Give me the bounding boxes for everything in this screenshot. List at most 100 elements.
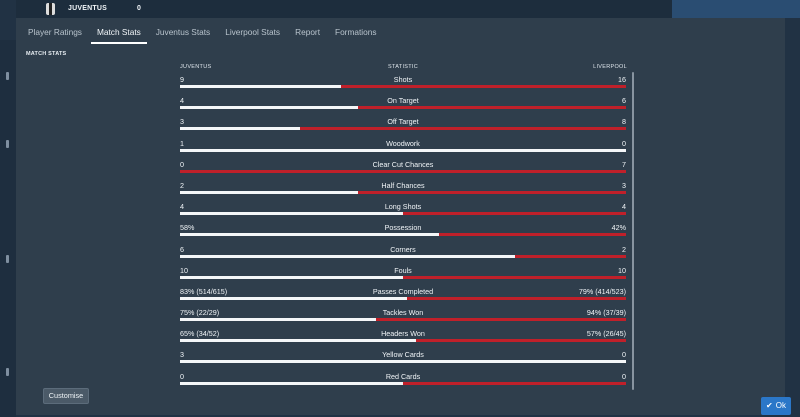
away-value: 8 [622, 117, 626, 127]
home-value: 1 [180, 138, 184, 148]
comparison-bar [180, 127, 626, 131]
stat-row: 4 On Target 6 [179, 94, 627, 115]
away-value: 4 [622, 202, 626, 212]
stat-name: Passes Completed [372, 286, 434, 296]
tab-report[interactable]: Report [295, 27, 320, 37]
header-highlight [672, 0, 800, 18]
comparison-bar [180, 275, 626, 279]
comparison-bar [180, 296, 626, 300]
home-value: 6 [180, 244, 184, 254]
comparison-bar [180, 212, 626, 216]
stat-name: Fouls [394, 265, 412, 275]
comparison-bar [180, 169, 626, 173]
stat-name: Long Shots [384, 202, 422, 212]
home-value: 10 [180, 265, 188, 275]
home-value: 3 [180, 350, 184, 360]
tab-liverpool-stats[interactable]: Liverpool Stats [225, 27, 281, 37]
away-team-column-header: LIVERPOOL [593, 64, 627, 70]
home-share-fill [180, 148, 626, 152]
comparison-bar [180, 381, 626, 385]
stat-row: 1 Woodwork 0 [179, 137, 627, 158]
home-share-fill [180, 296, 408, 300]
away-value: 2 [622, 244, 626, 254]
away-value: 10 [618, 265, 626, 275]
home-value: 4 [180, 96, 184, 106]
home-share-fill [180, 318, 377, 322]
tab-player-ratings[interactable]: Player Ratings [28, 27, 82, 37]
home-share-fill [180, 85, 341, 88]
home-share-fill [180, 339, 417, 343]
stat-name: On Target [387, 96, 419, 106]
stat-name: Tackles Won [382, 308, 424, 318]
away-value: 57% (26/45) [586, 329, 626, 339]
home-value: 58% [180, 223, 195, 233]
stat-row: 65% (34/52) Headers Won 57% (26/45) [179, 327, 627, 348]
customise-button[interactable]: Customise [43, 388, 89, 404]
away-value: 0 [622, 350, 626, 360]
stat-name: Red Cards [385, 371, 421, 381]
away-value: 16 [618, 75, 626, 84]
home-value: 0 [180, 159, 184, 169]
away-value: 0 [622, 138, 626, 148]
ok-button[interactable]: ✔ Ok [761, 397, 791, 415]
header-team-name: JUVENTUS [68, 5, 107, 12]
home-value: 83% (514/615) [180, 286, 228, 296]
tab-bar: Player Ratings Match Stats Juventus Stat… [16, 18, 785, 44]
stat-row: 2 Half Chances 3 [179, 179, 627, 200]
scrollbar[interactable] [632, 72, 634, 390]
stat-name: Woodwork [386, 138, 420, 148]
comparison-bar [180, 233, 626, 237]
edge-marker [6, 72, 9, 80]
stat-row: 0 Clear Cut Chances 7 [179, 158, 627, 179]
stat-row: 9 Shots 16 [179, 73, 627, 94]
stat-name: Half Chances [381, 180, 425, 190]
comparison-bar [180, 318, 626, 322]
away-value: 3 [622, 180, 626, 190]
edge-marker [6, 368, 9, 376]
tab-juventus-stats[interactable]: Juventus Stats [155, 27, 211, 37]
comparison-bar [180, 190, 626, 194]
stat-name: Headers Won [381, 329, 425, 339]
home-share-fill [180, 190, 359, 194]
stat-row: 10 Fouls 10 [179, 264, 627, 285]
stat-rows: 9 Shots 16 4 On Target 6 3 Off Target 8 1 Woodwork… [179, 73, 627, 391]
statistic-column-header: STATISTIC [388, 64, 418, 70]
match-header-strip: JUVENTUS 0 [16, 0, 800, 18]
comparison-bar [180, 254, 626, 258]
stat-row: 0 Red Cards 0 [179, 370, 627, 391]
stat-row: 3 Yellow Cards 0 [179, 348, 627, 369]
away-value: 6 [622, 96, 626, 106]
home-share-fill [180, 106, 359, 110]
checkmark-icon: ✔ [766, 401, 773, 410]
home-share-fill [180, 212, 403, 216]
header-score: 0 [137, 5, 141, 12]
tab-match-stats[interactable]: Match Stats [90, 18, 147, 44]
comparison-bar [180, 148, 626, 152]
stat-row: 75% (22/29) Tackles Won 94% (37/39) [179, 306, 627, 327]
stat-row: 58% Possession 42% [179, 221, 627, 242]
away-value: 7 [622, 159, 626, 169]
home-value: 75% (22/29) [180, 308, 220, 318]
stat-name: Possession [384, 223, 422, 233]
match-stats-dialog: Player Ratings Match Stats Juventus Stat… [16, 18, 785, 415]
stat-name: Off Target [387, 117, 419, 127]
away-value: 42% [611, 223, 626, 233]
comparison-bar [180, 85, 626, 88]
stat-row: 6 Corners 2 [179, 243, 627, 264]
home-share-fill [180, 360, 626, 364]
stats-table: JUVENTUS STATISTIC LIVERPOOL 9 Shots 16 4 On… [179, 63, 627, 391]
comparison-bar [180, 106, 626, 110]
stat-row: 83% (514/615) Passes Completed 79% (414/52… [179, 285, 627, 306]
tab-formations[interactable]: Formations [335, 27, 377, 37]
stat-row: 4 Long Shots 4 [179, 200, 627, 221]
stat-row: 3 Off Target 8 [179, 115, 627, 136]
away-value: 0 [622, 371, 626, 381]
stats-header: JUVENTUS STATISTIC LIVERPOOL [179, 63, 627, 73]
home-value: 3 [180, 117, 184, 127]
home-value: 4 [180, 202, 184, 212]
juventus-crest-icon [46, 3, 55, 15]
stat-name: Yellow Cards [382, 350, 424, 360]
home-share-fill [180, 381, 403, 385]
edge-marker [6, 140, 9, 148]
edge-marker [6, 255, 9, 263]
